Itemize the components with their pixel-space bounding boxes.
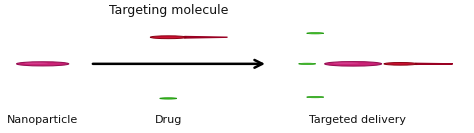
Ellipse shape — [333, 62, 359, 64]
Polygon shape — [415, 63, 453, 64]
Ellipse shape — [307, 96, 324, 98]
Ellipse shape — [24, 63, 48, 64]
Polygon shape — [184, 36, 228, 38]
Ellipse shape — [325, 62, 382, 66]
Text: Targeting molecule: Targeting molecule — [109, 4, 228, 17]
Text: Targeted delivery: Targeted delivery — [310, 115, 406, 125]
Text: Drug: Drug — [155, 115, 182, 125]
Ellipse shape — [160, 98, 177, 99]
Ellipse shape — [17, 62, 69, 66]
Ellipse shape — [150, 36, 186, 39]
Ellipse shape — [299, 63, 316, 65]
Ellipse shape — [384, 63, 417, 65]
Text: Nanoparticle: Nanoparticle — [7, 115, 78, 125]
Ellipse shape — [307, 33, 324, 34]
